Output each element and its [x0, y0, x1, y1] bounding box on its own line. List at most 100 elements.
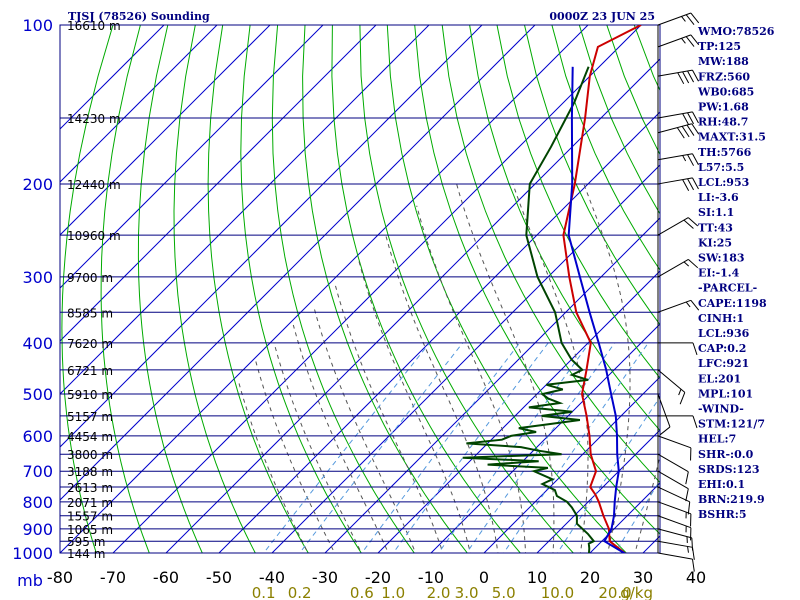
isobar-lines: [59, 24, 661, 554]
moist-adiabat: [254, 359, 336, 553]
mixing-ratio-tick: 10.0: [541, 584, 574, 600]
wind-barb: [657, 369, 686, 405]
temperature-tick: -50: [206, 568, 232, 587]
mixing-ratio-line: [392, 342, 549, 553]
wind-barb: [658, 415, 698, 429]
isotherm-line: [165, 58, 660, 553]
wind-barb-feather: [692, 153, 699, 166]
wind-barb-shaft: [657, 435, 692, 449]
index-value: RH:48.7: [698, 116, 748, 129]
index-value: EL:201: [698, 372, 741, 385]
wind-barb: [657, 111, 699, 125]
wind-barb: [657, 69, 699, 85]
isotherm-line: [483, 376, 660, 553]
wind-barb-feather: [685, 36, 695, 47]
wind-barb-feather: [687, 259, 699, 269]
wind-barb: [658, 342, 698, 356]
wind-barb: [657, 393, 671, 436]
wind-barb-feather: [676, 127, 685, 139]
wind-barb-feather: [687, 70, 695, 83]
wind-barb-feather: [682, 113, 690, 125]
mixing-ratio-line: [298, 342, 464, 553]
wind-barb-feather: [691, 537, 694, 551]
wind-barb-shaft: [657, 470, 689, 490]
height-label: 595 m: [67, 535, 105, 549]
wind-barb-half-feather: [681, 37, 686, 44]
chart-title: TJSJ (78526) Sounding: [68, 10, 210, 23]
index-value: WMO:78526: [697, 25, 775, 38]
wind-barb: [657, 470, 689, 502]
index-value: LCL:936: [698, 327, 750, 340]
pressure-tick: 300: [22, 268, 53, 287]
wind-barb-shaft: [657, 69, 693, 77]
temperature-tick: -80: [47, 568, 73, 587]
wind-barb-feather: [690, 12, 700, 24]
index-value: BSHR:5: [698, 508, 747, 521]
pressure-tick: 600: [22, 427, 53, 446]
index-value: SW:183: [698, 252, 745, 265]
wind-barb-feather: [692, 111, 699, 124]
mixing-ratio-tick: 1.0: [381, 584, 405, 600]
mixing-ratio-tick: 0.1: [252, 584, 276, 600]
index-value: TT:43: [698, 221, 733, 234]
dry-adiabat: [137, 25, 203, 553]
height-label: 14230 m: [67, 112, 121, 126]
isotherm-line: [60, 25, 165, 130]
index-value: STM:121/7: [698, 418, 765, 431]
dry-adiabat: [524, 25, 660, 326]
dry-adiabat: [441, 25, 660, 484]
dry-adiabat: [100, 25, 150, 553]
moist-adiabat: [634, 453, 660, 553]
wind-barb-shaft: [657, 552, 693, 560]
wind-barb: [657, 153, 699, 166]
index-value: MW:188: [698, 55, 749, 68]
pressure-tick: 1000: [12, 544, 53, 563]
height-label: 1557 m: [67, 510, 113, 524]
dry-adiabat: [551, 25, 660, 271]
wind-barb-feather: [677, 72, 685, 85]
temperature-tick: 10: [527, 568, 547, 587]
wind-barb-half-feather: [685, 301, 691, 308]
wind-barb-feather: [685, 14, 695, 25]
index-value: KI:25: [698, 236, 732, 249]
wind-barb-shaft: [657, 528, 692, 539]
temperature-tick: -10: [418, 568, 444, 587]
dry-adiabat: [271, 25, 415, 553]
wind-barb: [657, 528, 694, 551]
wind-barb-shaft: [657, 111, 693, 119]
temperature-tick: -40: [259, 568, 285, 587]
chart-timestamp: 0000Z 23 JUN 25: [549, 10, 655, 23]
index-value: EHI:0.1: [698, 478, 745, 491]
temperature-tick: -30: [312, 568, 338, 587]
wind-barb: [657, 12, 700, 26]
isotherm-line: [112, 25, 642, 553]
index-value: WB0:685: [697, 85, 754, 98]
isotherm-line: [377, 270, 660, 553]
height-label: 1065 m: [67, 523, 113, 537]
isotherm-line: [60, 25, 536, 501]
stability-indices-panel: WMO:78526 TP:125 MW:188 FRZ:560 WB0:685 PW:1.…: [697, 25, 775, 521]
mixing-ratio-tick: 0.6: [350, 584, 374, 600]
mixing-ratio-tick: 0.2: [288, 584, 312, 600]
isotherm-line: [430, 323, 660, 553]
temperature-tick: -70: [100, 568, 126, 587]
index-value: TP:125: [698, 40, 741, 53]
index-value: -PARCEL-: [698, 282, 757, 295]
wind-barb-shaft: [657, 486, 690, 503]
wind-barb-feather: [690, 34, 700, 46]
temperature-tick: -60: [153, 568, 179, 587]
temperature-tick: 0: [479, 568, 489, 587]
wind-barb-feather: [686, 124, 695, 136]
index-value: CAP:0.2: [698, 342, 746, 355]
wind-barb: [657, 515, 692, 541]
sounding-traces: [462, 25, 642, 553]
mixing-ratio-lines: [262, 342, 660, 553]
dry-adiabat: [331, 25, 521, 553]
mixing-ratio-line: [614, 479, 660, 553]
moist-adiabat: [358, 260, 471, 553]
height-label: 12440 m: [67, 178, 121, 192]
wind-barb-half-feather: [681, 16, 686, 22]
wind-barb-half-feather: [682, 155, 687, 162]
moist-adiabat: [456, 183, 555, 553]
temperature-tick: 30: [633, 568, 653, 587]
